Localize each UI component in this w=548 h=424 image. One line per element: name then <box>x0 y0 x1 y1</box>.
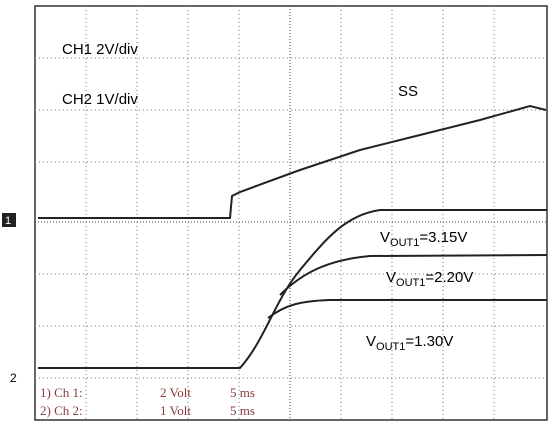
label-sub: OUT1 <box>376 341 405 353</box>
setting-channel: 1) Ch 1: <box>40 385 83 400</box>
setting-time: 5 ms <box>230 385 255 400</box>
label-sub: OUT1 <box>390 237 419 249</box>
label-part: V <box>380 229 390 246</box>
label-part: =3.15V <box>419 229 467 246</box>
label-part: =1.30V <box>405 333 453 350</box>
marker: 2 <box>10 371 17 385</box>
channel-label: CH2 1V/div <box>62 91 138 108</box>
label-part: V <box>386 269 396 286</box>
label-sub: OUT1 <box>396 277 425 289</box>
label-part: =2.20V <box>425 269 473 286</box>
page: {"channel_labels": ["CH1 2V/div", "CH2 1… <box>0 0 548 424</box>
screen-frame <box>35 6 547 420</box>
setting-scale: 1 Volt <box>160 403 191 418</box>
setting-time: 5 ms <box>230 403 255 418</box>
label-part: V <box>366 333 376 350</box>
channel-label: CH1 2V/div <box>62 41 138 58</box>
setting-scale: 2 Volt <box>160 385 191 400</box>
trace-label: SS <box>398 83 418 100</box>
setting-channel: 2) Ch 2: <box>40 403 83 418</box>
marker: 1 <box>5 215 11 227</box>
scope-screen: 1 2 CH1 2V/div CH2 1V/div SS VOUT1=3.15V… <box>0 0 548 424</box>
